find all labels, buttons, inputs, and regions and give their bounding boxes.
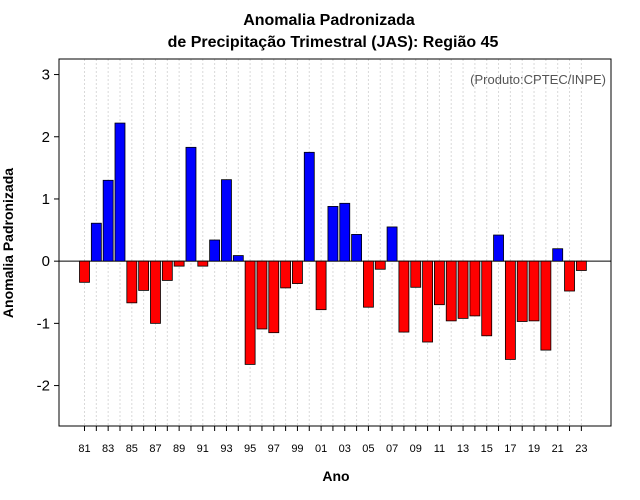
- y-tick-label: -1: [37, 315, 50, 332]
- x-tick-label: 03: [339, 443, 351, 455]
- x-tick-label: 91: [197, 443, 209, 455]
- vertical-gridlines: [84, 59, 582, 426]
- bar-15: [481, 260, 493, 337]
- bar-00: [303, 151, 315, 262]
- bar-06: [374, 260, 386, 270]
- bar-10: [422, 260, 433, 343]
- y-tick-label: 3: [42, 67, 50, 84]
- y-tick-label: 0: [42, 253, 50, 270]
- bar-12: [445, 260, 457, 322]
- bar-14: [469, 260, 481, 317]
- bar-20: [540, 260, 552, 351]
- x-tick-label: 01: [315, 443, 327, 455]
- bar-97: [268, 260, 280, 334]
- x-tick-label: 87: [149, 443, 161, 455]
- bar-17: [504, 260, 516, 360]
- bar-23: [575, 260, 587, 271]
- bar-84: [114, 122, 126, 262]
- bar-96: [256, 260, 268, 330]
- x-tick-label: 07: [386, 443, 398, 455]
- x-tick-label: 81: [78, 443, 90, 455]
- bar-81: [79, 260, 90, 283]
- bar-13: [457, 260, 469, 319]
- x-tick-label: 83: [102, 443, 114, 455]
- x-tick-label: 23: [575, 443, 587, 455]
- y-tick-label: 1: [42, 191, 50, 208]
- bar-89: [173, 260, 185, 267]
- x-axis: 81 83 85 87 89 91 93 95 97 99 01 03 05 07 09 11 13 15 17 19…: [78, 426, 587, 455]
- bar-88: [161, 260, 173, 281]
- x-tick-label: 93: [220, 443, 232, 455]
- bar-87: [150, 260, 161, 324]
- bar-04: [351, 234, 362, 262]
- x-tick-label: 09: [410, 443, 422, 455]
- bar-98: [280, 260, 292, 289]
- x-tick-label: 95: [244, 443, 256, 455]
- bar-07: [386, 226, 398, 262]
- bar-19: [528, 260, 540, 322]
- bar-95: [244, 260, 256, 365]
- bar-91: [197, 260, 209, 267]
- x-tick-label: 17: [504, 443, 516, 455]
- bar-01: [315, 260, 327, 311]
- x-tick-label: 97: [268, 443, 280, 455]
- chart-title-line-1: Anomalia Padronizada: [243, 12, 415, 29]
- bar-99: [292, 260, 303, 284]
- bar-90: [185, 146, 197, 262]
- bar-11: [433, 260, 445, 306]
- y-axis: -2 -1 0 1 2 3: [37, 67, 59, 395]
- bar-22: [564, 260, 575, 292]
- bar-86: [138, 260, 150, 291]
- x-axis-label: Ano: [322, 468, 349, 484]
- bar-82: [90, 222, 102, 262]
- bar-16: [493, 234, 504, 262]
- x-tick-label: 19: [528, 443, 540, 455]
- x-tick-label: 13: [457, 443, 469, 455]
- bar-21: [552, 248, 564, 262]
- plot-frame: [58, 58, 612, 427]
- bar-83: [102, 179, 114, 262]
- x-tick-label: 11: [434, 443, 445, 455]
- bar-93: [221, 179, 232, 262]
- x-tick-label: 89: [173, 443, 185, 455]
- x-tick-label: 15: [481, 443, 493, 455]
- bar-series: [79, 122, 587, 365]
- bar-09: [410, 260, 422, 288]
- bar-85: [126, 260, 138, 304]
- y-tick-label: -2: [37, 378, 50, 395]
- x-tick-label: 99: [291, 443, 303, 455]
- x-tick-label: 21: [552, 443, 564, 455]
- y-tick-label: 2: [42, 129, 50, 146]
- bar-03: [339, 202, 351, 262]
- bar-18: [516, 260, 528, 322]
- chart-title-line-2: de Precipitação Trimestral (JAS): Região…: [168, 34, 499, 51]
- bar-94: [232, 255, 244, 262]
- bar-92: [209, 239, 221, 262]
- bar-08: [398, 260, 410, 333]
- bar-02: [327, 206, 339, 262]
- product-annotation: (Produto:CPTEC/INPE): [470, 72, 606, 87]
- y-axis-label: Anomalia Padronizada: [0, 168, 16, 318]
- x-tick-label: 05: [362, 443, 374, 455]
- bar-05: [363, 260, 374, 308]
- x-tick-label: 85: [126, 443, 138, 455]
